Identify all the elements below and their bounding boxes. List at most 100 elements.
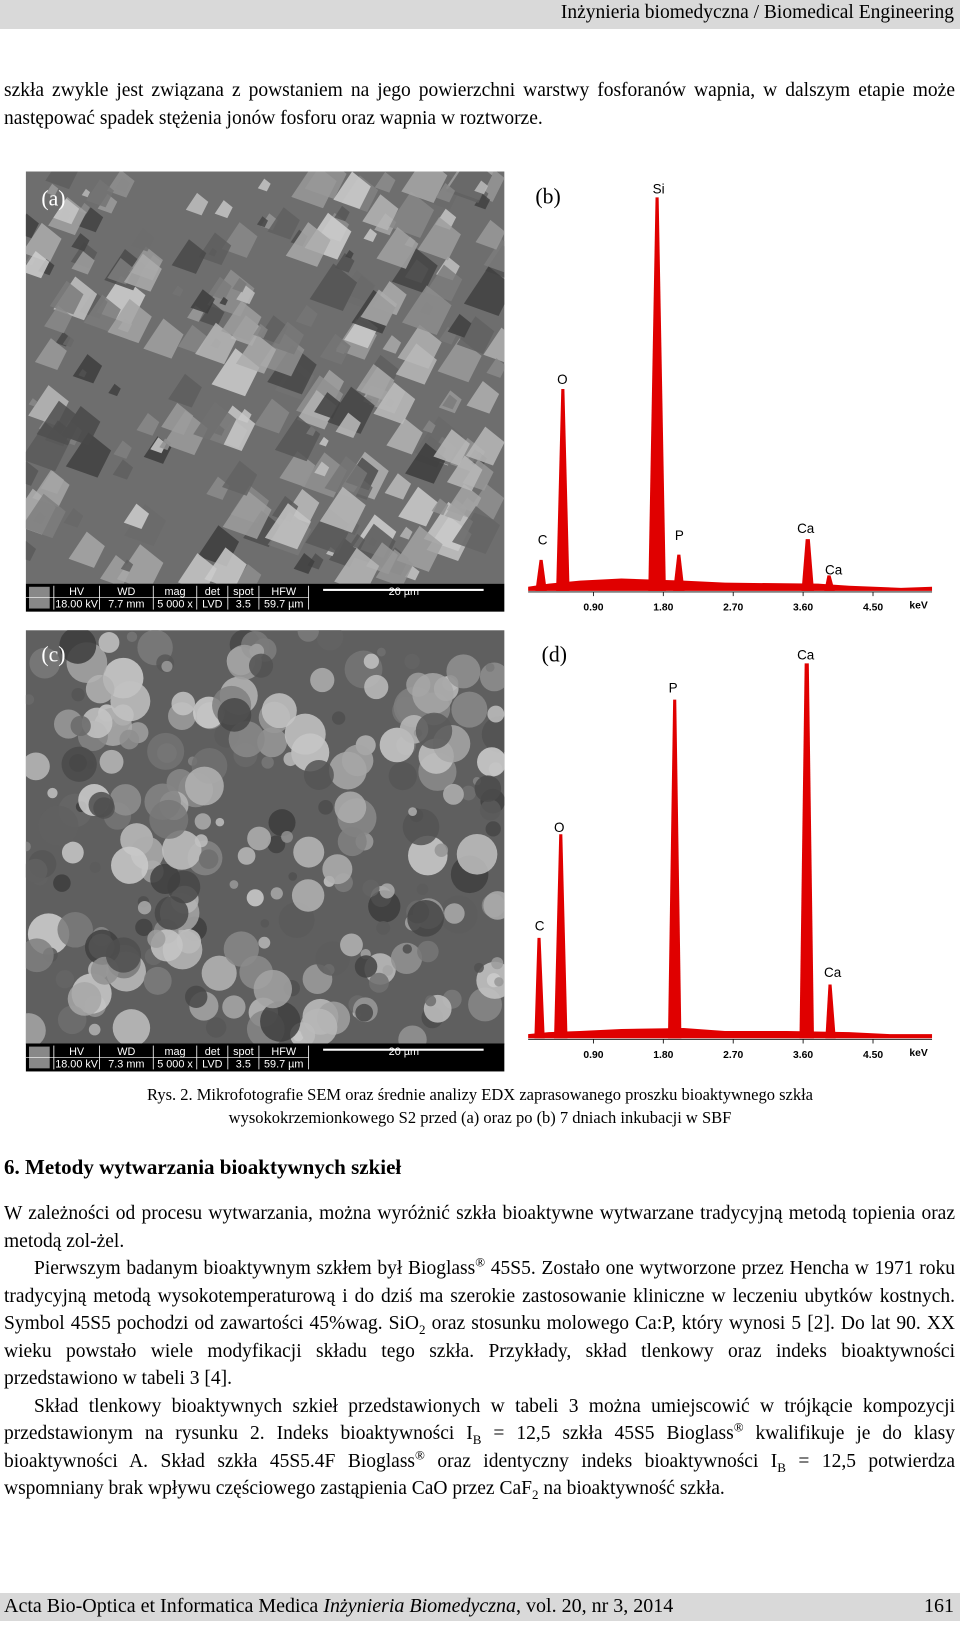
sem-grain — [105, 937, 142, 973]
paragraph: Pierwszym badanym bioaktywnym szkłem był… — [4, 1255, 955, 1393]
sem-grain — [485, 821, 501, 837]
sem-grain — [398, 1025, 427, 1045]
section-heading: 6. Metody wytwarzania bioaktywnych szkie… — [4, 1155, 402, 1179]
peak-label: Si — [653, 181, 665, 196]
sem-grain — [120, 559, 134, 572]
sub: 2 — [419, 1321, 426, 1337]
page-number: 161 — [924, 1595, 954, 1617]
sem-grain — [333, 171, 371, 210]
sem-grain — [237, 847, 256, 865]
sem-grain — [88, 1023, 101, 1036]
sem-grain — [171, 691, 196, 716]
sub: B — [472, 1431, 482, 1447]
sem-grain — [319, 436, 329, 447]
info-name: mag — [164, 1046, 185, 1058]
sem-grain — [477, 747, 505, 777]
sem-grain — [136, 412, 160, 436]
sem-grain — [352, 479, 373, 500]
sup: ® — [415, 1447, 425, 1462]
sem-grain — [363, 228, 377, 242]
text-run: oraz identyczny indeks bioaktywności I — [424, 1450, 778, 1472]
x-tick-label: 1.80 — [653, 603, 673, 614]
sem-texture — [25, 630, 505, 1045]
sem-grain — [44, 305, 73, 334]
sem-grain — [236, 285, 255, 305]
text-run: na bioaktywność szkła. — [538, 1478, 725, 1499]
sem-grain — [267, 207, 300, 240]
sem-grain — [456, 834, 498, 875]
sem-grain — [130, 227, 155, 252]
info-name: HFW — [271, 586, 296, 598]
x-tick-label: 4.50 — [863, 1050, 883, 1061]
sem-grain — [345, 250, 354, 259]
sem-grain — [483, 891, 505, 920]
sem-grain — [431, 498, 449, 516]
sem-grain — [119, 729, 140, 750]
spectrum — [528, 663, 933, 1039]
sem-grain — [376, 227, 419, 269]
sem-grain — [25, 938, 54, 973]
sem-grain — [208, 247, 217, 257]
sem-grain — [447, 313, 472, 338]
sem-grain — [331, 711, 346, 725]
sem-grain — [368, 890, 401, 923]
sem-grain — [97, 193, 118, 214]
sem-grain — [364, 674, 389, 700]
sem-grain — [78, 207, 104, 233]
sem-grain — [404, 653, 420, 670]
peak-label: Ca — [824, 965, 842, 980]
sem-grain — [387, 191, 435, 238]
sem-grain — [327, 386, 375, 434]
intro-paragraph: szkła zwykle jest związana z powstaniem … — [4, 80, 955, 129]
scale-bar — [323, 588, 484, 591]
sem-grain — [324, 455, 368, 499]
sem-grain — [474, 180, 489, 195]
sem-grain — [405, 565, 420, 581]
sem-grain — [85, 674, 115, 704]
sem-grain — [474, 962, 484, 973]
journal-italic: Inżynieria Biomedyczna — [323, 1595, 517, 1617]
scale-bar — [323, 1048, 484, 1051]
sup: ® — [475, 1254, 486, 1270]
info-value: 18.00 kV — [55, 1058, 99, 1070]
sem-grain — [185, 985, 208, 1008]
sem-grain — [309, 263, 358, 311]
sub: 2 — [531, 1486, 539, 1502]
info-value: 5 000 x — [157, 599, 193, 611]
sem-grain — [382, 965, 394, 976]
sem-grain — [71, 251, 95, 275]
sub: B — [777, 1459, 786, 1475]
sem-grain — [398, 486, 439, 527]
sem-grain — [123, 253, 162, 292]
sem-grain — [452, 506, 500, 554]
sem-grain — [113, 440, 132, 459]
sem-grain — [124, 503, 167, 546]
sem-grain — [337, 827, 367, 857]
footer-citation: Acta Bio-Optica et Informatica Medica In… — [4, 1595, 673, 1618]
peak-label: O — [557, 372, 567, 387]
sem-grain — [425, 995, 437, 1007]
journal: Acta Bio-Optica et Informatica Medica — [4, 1595, 319, 1617]
sem-grain — [205, 1017, 227, 1038]
sem-grain — [199, 302, 225, 328]
sem-grain — [408, 807, 417, 817]
info-value: 3.5 — [236, 1058, 251, 1070]
sem-grain — [402, 944, 412, 954]
info-value: 3.5 — [236, 599, 251, 611]
info-value: LVD — [202, 599, 222, 611]
sem-grain — [494, 977, 504, 987]
sem-grain — [382, 335, 402, 354]
sem-grain — [25, 858, 48, 883]
sem-grain — [71, 687, 85, 702]
sem-grain — [340, 933, 363, 957]
sem-grain — [25, 752, 50, 781]
sem-grain — [267, 835, 286, 854]
sem-grain — [479, 662, 505, 692]
sem-grain — [208, 276, 232, 301]
sem-grain — [163, 410, 208, 456]
sem-grain — [303, 759, 334, 790]
sem-grain — [215, 817, 225, 827]
sem-grain — [25, 213, 39, 239]
